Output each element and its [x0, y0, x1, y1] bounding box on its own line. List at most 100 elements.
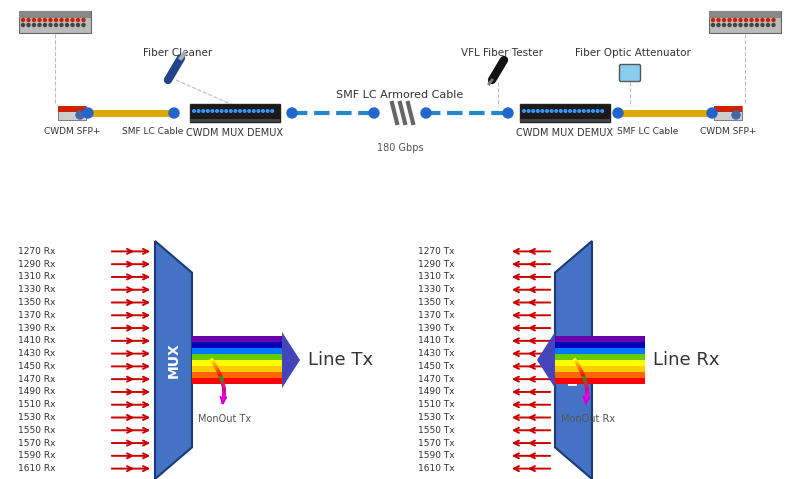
Text: MonOut Tx: MonOut Tx: [198, 414, 251, 424]
Circle shape: [761, 23, 764, 26]
Circle shape: [569, 110, 571, 112]
Text: 1550 Tx: 1550 Tx: [418, 426, 454, 435]
Circle shape: [77, 19, 79, 22]
Bar: [555, 378, 645, 384]
Circle shape: [550, 110, 553, 112]
Circle shape: [722, 23, 726, 26]
Circle shape: [739, 19, 742, 22]
Circle shape: [33, 23, 35, 26]
Text: 1510 Tx: 1510 Tx: [418, 400, 454, 409]
Text: 1350 Rx: 1350 Rx: [18, 298, 55, 307]
Bar: [555, 348, 645, 354]
Circle shape: [761, 19, 764, 22]
Polygon shape: [282, 332, 300, 388]
Circle shape: [582, 110, 585, 112]
Bar: [714, 106, 742, 112]
Bar: [555, 342, 645, 348]
Circle shape: [238, 110, 242, 112]
Bar: [192, 360, 282, 366]
Text: 1410 Tx: 1410 Tx: [418, 336, 454, 345]
Circle shape: [66, 19, 69, 22]
Circle shape: [71, 19, 74, 22]
Text: 1310 Tx: 1310 Tx: [418, 273, 454, 282]
Circle shape: [198, 110, 200, 112]
Circle shape: [83, 108, 93, 118]
Text: 1470 Rx: 1470 Rx: [18, 375, 55, 384]
Circle shape: [369, 108, 379, 118]
Circle shape: [243, 110, 246, 112]
Circle shape: [27, 23, 30, 26]
Polygon shape: [555, 241, 592, 479]
Circle shape: [43, 19, 46, 22]
Circle shape: [82, 23, 85, 26]
Circle shape: [271, 110, 274, 112]
Bar: [19, 11, 91, 33]
Circle shape: [728, 19, 731, 22]
Circle shape: [49, 19, 52, 22]
Circle shape: [546, 110, 548, 112]
Text: Fiber Cleaner: Fiber Cleaner: [143, 48, 213, 58]
Bar: [555, 360, 645, 366]
Circle shape: [728, 23, 731, 26]
Text: 1530 Tx: 1530 Tx: [418, 413, 454, 422]
Circle shape: [76, 111, 84, 119]
Text: SMF LC Cable: SMF LC Cable: [618, 127, 678, 136]
Circle shape: [734, 23, 737, 26]
Circle shape: [574, 110, 576, 112]
Text: 1510 Rx: 1510 Rx: [18, 400, 55, 409]
Text: 1570 Rx: 1570 Rx: [18, 439, 55, 447]
Bar: [555, 336, 645, 342]
Bar: [520, 104, 610, 122]
Circle shape: [206, 110, 209, 112]
Bar: [192, 366, 282, 372]
Circle shape: [745, 23, 747, 26]
Circle shape: [216, 110, 218, 112]
Bar: [192, 372, 282, 378]
Text: 1490 Tx: 1490 Tx: [418, 388, 454, 397]
Circle shape: [248, 110, 250, 112]
Circle shape: [722, 19, 726, 22]
Circle shape: [503, 108, 513, 118]
Bar: [709, 11, 781, 18]
Circle shape: [578, 110, 581, 112]
Circle shape: [202, 110, 205, 112]
Circle shape: [60, 19, 63, 22]
Text: 1290 Rx: 1290 Rx: [18, 260, 55, 269]
Text: 1450 Tx: 1450 Tx: [418, 362, 454, 371]
Circle shape: [225, 110, 227, 112]
Circle shape: [717, 23, 720, 26]
Text: Fiber Optic Attenuator: Fiber Optic Attenuator: [575, 48, 691, 58]
Text: 1430 Tx: 1430 Tx: [418, 349, 454, 358]
Bar: [19, 11, 91, 18]
Text: 1490 Rx: 1490 Rx: [18, 388, 55, 397]
Circle shape: [27, 19, 30, 22]
Text: 1290 Tx: 1290 Tx: [418, 260, 454, 269]
Circle shape: [287, 108, 297, 118]
Circle shape: [755, 19, 758, 22]
Circle shape: [193, 110, 195, 112]
Circle shape: [755, 23, 758, 26]
Circle shape: [601, 110, 603, 112]
Circle shape: [22, 19, 25, 22]
Circle shape: [211, 110, 214, 112]
Bar: [192, 378, 282, 384]
Circle shape: [71, 23, 74, 26]
Text: Line Tx: Line Tx: [308, 351, 373, 369]
Circle shape: [592, 110, 594, 112]
Circle shape: [772, 23, 775, 26]
Text: 1530 Rx: 1530 Rx: [18, 413, 55, 422]
Circle shape: [559, 110, 562, 112]
Circle shape: [253, 110, 255, 112]
Circle shape: [541, 110, 544, 112]
Text: 1390 Tx: 1390 Tx: [418, 323, 454, 332]
Circle shape: [234, 110, 237, 112]
Circle shape: [711, 23, 714, 26]
Circle shape: [522, 110, 526, 112]
Circle shape: [43, 23, 46, 26]
Bar: [190, 104, 280, 122]
Bar: [190, 119, 280, 122]
Circle shape: [527, 110, 530, 112]
Text: CWDM SFP+: CWDM SFP+: [700, 127, 756, 136]
Circle shape: [60, 23, 63, 26]
Circle shape: [745, 19, 747, 22]
